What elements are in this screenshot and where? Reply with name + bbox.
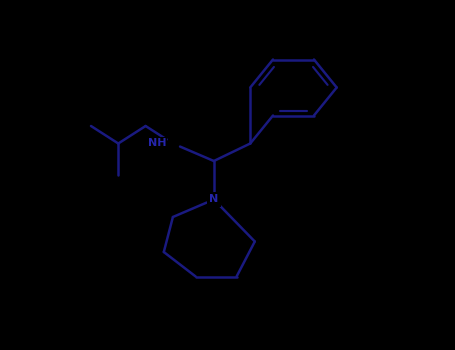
Text: NH: NH — [147, 139, 166, 148]
Text: N: N — [209, 195, 218, 204]
